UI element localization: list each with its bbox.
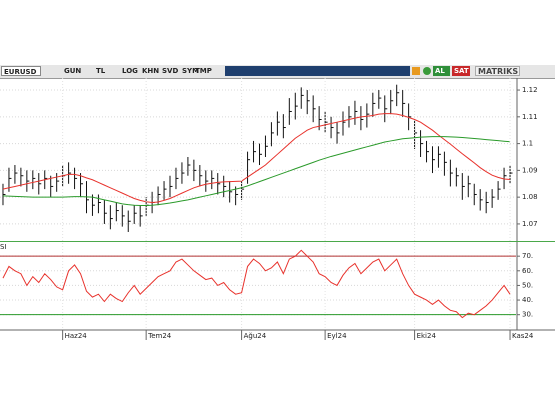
toolbar-button[interactable]: TL	[96, 67, 106, 75]
toolbar-button[interactable]: SVD	[162, 67, 179, 75]
y-tick-label: 1.09	[522, 166, 538, 174]
y-tick-label: 1.11	[522, 113, 538, 121]
y-tick-label: 50.	[522, 281, 533, 289]
panel-title: SI	[0, 243, 7, 251]
y-tick-label: 1.12	[522, 86, 538, 94]
toolbar-button[interactable]: SYM	[182, 67, 200, 75]
toolbar: EURUSD GUN TL LOG KHN SVD SYM TMP AL SAT MATRIKS	[0, 65, 555, 79]
icon[interactable]	[423, 67, 431, 75]
y-tick-label: 1.07	[522, 220, 538, 228]
sell-button[interactable]: SAT	[452, 66, 470, 76]
y-tick-label: 1.08	[522, 193, 538, 201]
x-tick-label: Ağu24	[244, 332, 267, 340]
icon[interactable]	[412, 67, 420, 75]
series-line	[2, 113, 511, 204]
toolbar-button[interactable]: GUN	[64, 67, 82, 75]
y-tick-label: 40.	[522, 296, 533, 304]
x-tick-label: Eki24	[417, 332, 437, 340]
toolbar-button[interactable]: KHN	[142, 67, 160, 75]
toolbar-button[interactable]: TMP	[195, 67, 212, 75]
toolbar-button[interactable]: LOG	[122, 67, 138, 75]
y-tick-label: 30.	[522, 311, 533, 319]
x-tick-label: Eyl24	[327, 332, 347, 340]
y-tick-label: 1.1	[522, 140, 533, 148]
x-tick-label: Kas24	[512, 332, 534, 340]
brand[interactable]: MATRIKS	[475, 66, 520, 76]
x-tick-label: Haz24	[65, 332, 88, 340]
buy-button[interactable]: AL	[433, 66, 450, 76]
series-line	[2, 249, 511, 319]
symbol[interactable]: EURUSD	[1, 66, 41, 76]
x-tick-label: Tem24	[147, 332, 172, 340]
toolbar-strip	[225, 66, 410, 76]
series-line	[2, 136, 511, 206]
y-tick-label: 70.	[522, 252, 533, 260]
y-tick-label: 60.	[522, 267, 533, 275]
